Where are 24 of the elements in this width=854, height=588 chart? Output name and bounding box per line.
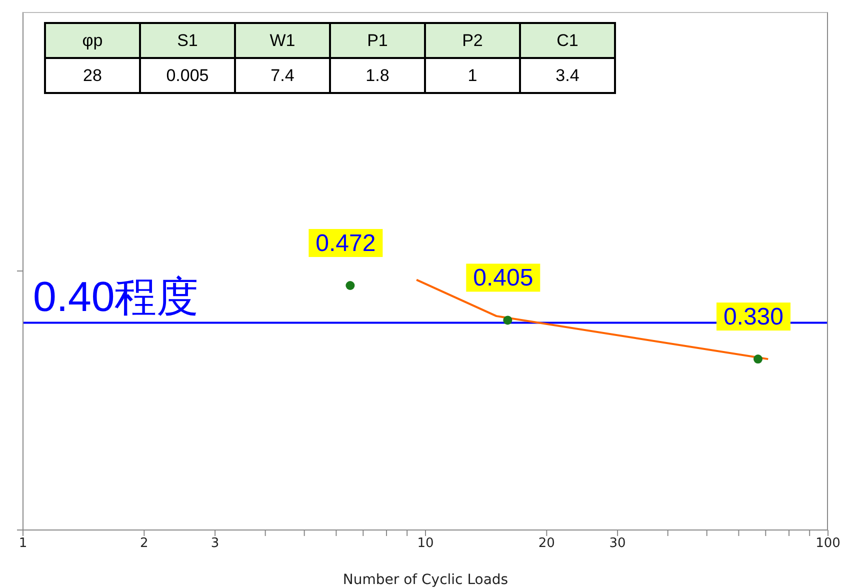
category-label: P2 [425, 23, 520, 58]
category-label: W1 [235, 23, 330, 58]
category-label: S1 [140, 23, 235, 58]
x-tick-label: 3 [210, 536, 220, 552]
ref-line-label: 0.40程度 [33, 272, 199, 320]
data-label: 0.472 [316, 230, 376, 257]
x-tick-label: 2 [140, 536, 148, 552]
x-tick-label: 100 [816, 536, 840, 552]
data-label: 1.8 [330, 58, 425, 93]
data-label: 28 [45, 58, 140, 93]
x-tick-label: 1 [18, 536, 28, 552]
category-label: C1 [520, 23, 615, 58]
x-axis-title: Number of Cyclic Loads [342, 572, 508, 588]
category-label: φp [45, 23, 140, 58]
x-tick-label: 30 [609, 536, 626, 552]
x-tick-label: 20 [538, 536, 555, 552]
data-label: 0.330 [723, 304, 784, 331]
data-label: 0.005 [140, 58, 235, 93]
data-label: 1 [425, 58, 520, 93]
x-tick-label: 10 [417, 536, 434, 552]
data-label: 0.405 [473, 264, 534, 292]
data-label: 7.4 [235, 58, 330, 93]
data-label: 3.4 [520, 58, 615, 93]
category-label: P1 [330, 23, 425, 58]
